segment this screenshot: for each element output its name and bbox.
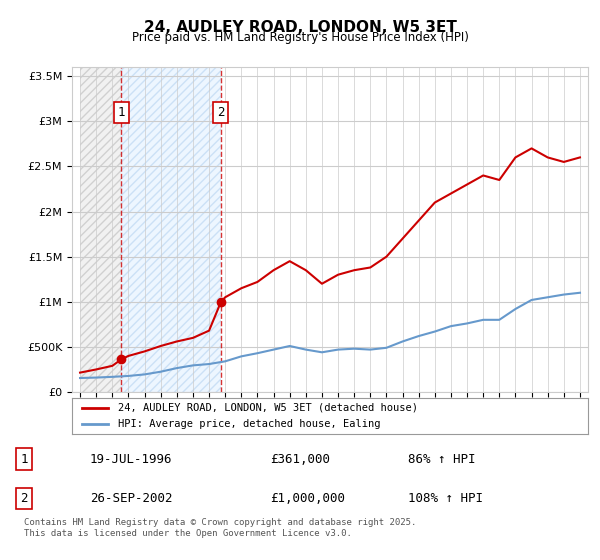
Text: 2: 2 bbox=[20, 492, 28, 505]
Text: 2: 2 bbox=[217, 106, 225, 119]
Text: 19-JUL-1996: 19-JUL-1996 bbox=[90, 452, 173, 466]
Text: Price paid vs. HM Land Registry's House Price Index (HPI): Price paid vs. HM Land Registry's House … bbox=[131, 31, 469, 44]
Text: £361,000: £361,000 bbox=[270, 452, 330, 466]
Text: 1: 1 bbox=[20, 452, 28, 466]
Text: £1,000,000: £1,000,000 bbox=[270, 492, 345, 505]
Text: 26-SEP-2002: 26-SEP-2002 bbox=[90, 492, 173, 505]
Text: 86% ↑ HPI: 86% ↑ HPI bbox=[408, 452, 476, 466]
Text: 24, AUDLEY ROAD, LONDON, W5 3ET: 24, AUDLEY ROAD, LONDON, W5 3ET bbox=[143, 20, 457, 35]
Text: 1: 1 bbox=[118, 106, 125, 119]
Text: 108% ↑ HPI: 108% ↑ HPI bbox=[408, 492, 483, 505]
Text: Contains HM Land Registry data © Crown copyright and database right 2025.
This d: Contains HM Land Registry data © Crown c… bbox=[24, 518, 416, 538]
Text: 24, AUDLEY ROAD, LONDON, W5 3ET (detached house): 24, AUDLEY ROAD, LONDON, W5 3ET (detache… bbox=[118, 403, 418, 413]
Bar bbox=[121, 67, 221, 392]
Bar bbox=[80, 67, 121, 392]
Text: HPI: Average price, detached house, Ealing: HPI: Average price, detached house, Eali… bbox=[118, 419, 381, 429]
